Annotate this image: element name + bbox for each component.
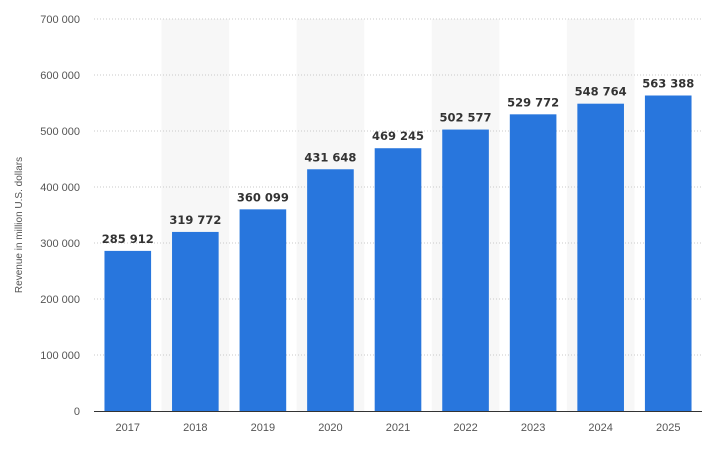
- bars: [104, 95, 692, 412]
- y-tick-label: 200 000: [40, 294, 80, 306]
- data-label-2021: 469 245: [372, 129, 424, 143]
- data-label-2022: 502 577: [440, 111, 492, 125]
- bar-2021: [374, 148, 422, 412]
- bar-2025: [644, 95, 692, 412]
- bar-2024: [577, 103, 624, 411]
- y-axis-ticks: 0 100 000 200 000 300 000 400 000 500 000 600 …: [40, 14, 80, 418]
- x-tick-label-2023: 2023: [521, 422, 545, 434]
- data-label-2025: 563 388: [642, 77, 694, 91]
- data-label-2020: 431 648: [304, 150, 356, 164]
- x-tick-label-2020: 2020: [318, 422, 342, 434]
- x-tick-label-2019: 2019: [251, 422, 275, 434]
- bar-2022: [442, 129, 489, 411]
- y-tick-label: 0: [74, 406, 80, 418]
- x-tick-label-2025: 2025: [656, 422, 680, 434]
- data-label-2024: 548 764: [575, 85, 627, 99]
- bar-2018: [172, 231, 219, 411]
- bar-2020: [307, 169, 354, 411]
- x-tick-label-2018: 2018: [183, 422, 207, 434]
- y-tick-label: 700 000: [40, 14, 80, 26]
- data-label-2017: 285 912: [102, 232, 154, 246]
- x-tick-label-2024: 2024: [588, 422, 612, 434]
- y-tick-label: 400 000: [40, 182, 80, 194]
- bar-2019: [239, 209, 287, 411]
- y-axis-title: Revenue in million U.S. dollars: [14, 157, 25, 293]
- bar-2023: [509, 114, 557, 411]
- bar-2017: [104, 250, 152, 411]
- data-label-2018: 319 772: [169, 213, 221, 227]
- y-tick-label: 500 000: [40, 126, 80, 138]
- data-labels: 285 912 319 772 360 099 431 648 469 245 502 5…: [102, 77, 694, 246]
- y-tick-label: 600 000: [40, 70, 80, 82]
- x-tick-label-2021: 2021: [386, 422, 410, 434]
- data-label-2019: 360 099: [237, 190, 289, 204]
- y-tick-label: 300 000: [40, 238, 80, 250]
- x-tick-label-2017: 2017: [116, 422, 140, 434]
- y-tick-label: 100 000: [40, 350, 80, 362]
- data-label-2023: 529 772: [507, 95, 559, 109]
- x-axis-ticks: 2017 2018 2019 2020 2021 2022 2023 2024 2025: [116, 422, 681, 434]
- x-tick-label-2022: 2022: [453, 422, 477, 434]
